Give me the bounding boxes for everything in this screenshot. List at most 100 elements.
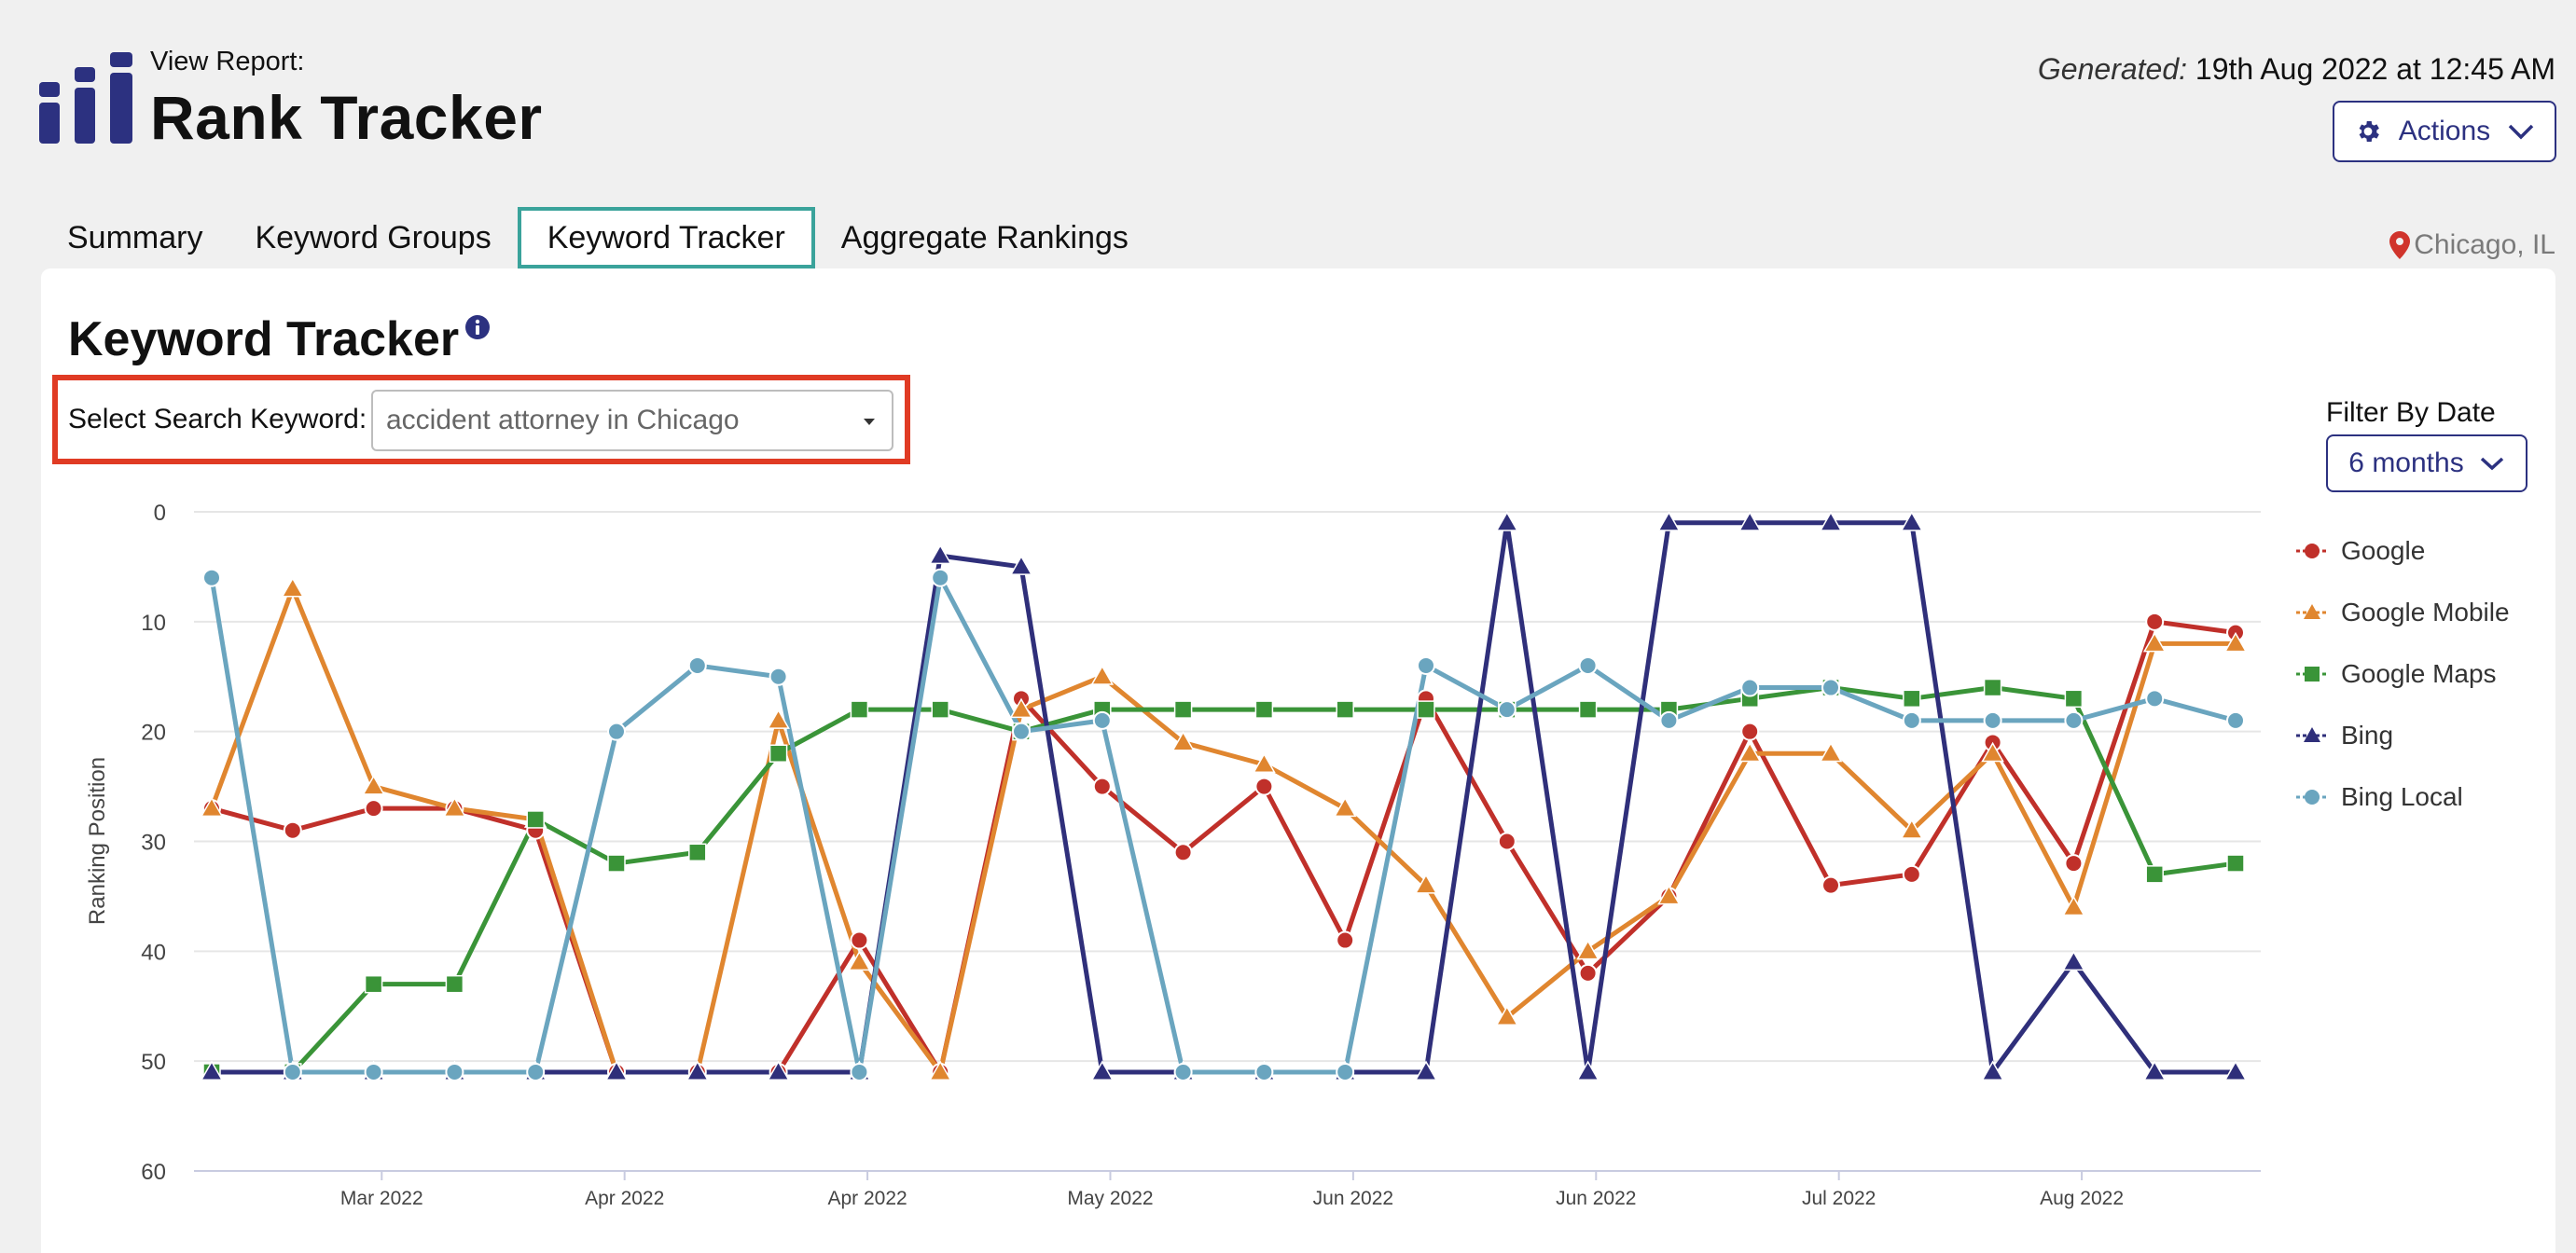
gear-icon (2359, 121, 2379, 142)
legend-item-google-maps[interactable]: Google Maps (2296, 643, 2510, 705)
caret-down-icon (864, 419, 875, 425)
legend-item-bing[interactable]: Bing (2296, 705, 2510, 766)
data-point-bing (767, 1060, 790, 1081)
data-point-google (1173, 843, 1193, 862)
filter-date-label: Filter By Date (2326, 397, 2496, 428)
data-point-google-mobile (281, 576, 305, 598)
data-point-google-maps (526, 810, 545, 829)
legend-swatch-google (2296, 544, 2328, 558)
tab-aggregate-rankings[interactable]: Aggregate Rankings (840, 219, 1129, 255)
data-point-google-mobile (1414, 874, 1438, 894)
data-point-bing-local (850, 1062, 869, 1081)
data-point-google (2064, 854, 2084, 874)
series-line-google-maps (212, 685, 2237, 1075)
chart-legend: Google Google Mobile Google Maps Bing Bing L… (2296, 520, 2510, 828)
data-point-bing (686, 1060, 710, 1081)
x-tick-label: Apr 2022 (827, 1188, 907, 1209)
data-point-bing (1900, 511, 1924, 531)
x-tick-label: May 2022 (1067, 1188, 1153, 1209)
data-point-bing-local (2226, 710, 2245, 730)
data-point-bing (1090, 1060, 1115, 1081)
data-point-google-mobile (1981, 741, 2004, 763)
data-point-google-maps (1173, 700, 1193, 719)
data-point-google-maps (2145, 865, 2164, 884)
legend-swatch-bing (2296, 727, 2328, 742)
actions-button[interactable]: Actions (2333, 101, 2556, 162)
data-point-bing-local (1173, 1062, 1193, 1081)
legend-item-bing-local[interactable]: Bing Local (2296, 766, 2510, 828)
keyword-highlight-box (52, 375, 910, 464)
legend-label: Bing Local (2341, 782, 2463, 811)
data-point-bing (2142, 1060, 2167, 1081)
data-point-bing-local (1983, 710, 2002, 730)
data-point-google-maps (769, 744, 788, 763)
chevron-down-icon (2480, 457, 2503, 471)
data-point-google-mobile (1657, 884, 1681, 905)
x-tick-label: Jun 2022 (1556, 1188, 1636, 1209)
data-point-google (850, 930, 869, 950)
series-line-google (211, 619, 2237, 1075)
legend-item-google-mobile[interactable]: Google Mobile (2296, 582, 2510, 643)
filter-date-select[interactable]: 6 months (2326, 434, 2528, 492)
data-point-google (1821, 875, 1840, 895)
x-tick-label: Mar 2022 (340, 1188, 423, 1209)
data-point-bing-local (1254, 1062, 1274, 1081)
report-subtitle: View Report: (150, 47, 305, 76)
data-point-bing (1576, 1060, 1600, 1081)
data-point-google-maps (2064, 689, 2084, 709)
tab-keyword-groups[interactable]: Keyword Groups (255, 219, 492, 255)
data-point-bing (1414, 1060, 1438, 1081)
data-point-google (1902, 864, 1921, 884)
tab-summary[interactable]: Summary (67, 219, 203, 255)
generated-value: 19th Aug 2022 at 12:45 AM (2195, 52, 2555, 86)
data-point-google (364, 799, 383, 819)
x-tick-label: Jun 2022 (1313, 1188, 1393, 1209)
data-point-google (1497, 832, 1517, 851)
legend-item-google[interactable]: Google (2296, 520, 2510, 582)
data-point-google-maps (1254, 700, 1274, 719)
data-point-google (2145, 612, 2165, 631)
data-point-bing-local (1012, 722, 1031, 741)
data-point-google-maps (850, 700, 869, 719)
x-tick-label: Aug 2022 (2040, 1188, 2124, 1209)
data-point-google-mobile (1171, 730, 1195, 751)
tab-keyword-tracker[interactable]: Keyword Tracker (517, 207, 815, 268)
data-point-google-mobile (928, 1060, 952, 1081)
chevron-down-icon (2508, 124, 2534, 140)
card-title: Keyword Tracker (68, 312, 460, 366)
rank-tracker-logo-icon (39, 52, 132, 144)
data-point-bing-local (202, 568, 221, 587)
y-tick-label: 40 (141, 940, 166, 965)
data-point-bing-local (607, 722, 626, 741)
info-icon[interactable] (464, 314, 491, 340)
data-point-bing-local (1497, 700, 1517, 720)
actions-label: Actions (2398, 116, 2491, 146)
data-point-bing-local (687, 655, 707, 675)
location-label: Chicago, IL (2414, 229, 2555, 260)
data-point-google-mobile (1090, 665, 1115, 685)
data-point-google-maps (2226, 854, 2245, 873)
generated-timestamp: Generated: 19th Aug 2022 at 12:45 AM (2038, 52, 2555, 87)
series-line-google-mobile (209, 585, 2236, 1075)
data-point-google-mobile (2062, 895, 2085, 916)
data-point-bing-local (364, 1062, 383, 1081)
data-point-google-mobile (1576, 939, 1600, 960)
data-point-bing-local (2064, 710, 2084, 730)
series-line-bing-local (209, 575, 2237, 1075)
data-point-bing (1738, 511, 1762, 531)
data-point-bing-local (445, 1062, 464, 1081)
data-point-google (1578, 963, 1598, 983)
y-tick-label: 20 (141, 721, 166, 746)
series-line-bing (212, 520, 2236, 1075)
legend-label: Bing (2341, 721, 2394, 750)
data-point-google-mobile (848, 950, 871, 971)
keyword-select[interactable]: accident attorney in Chicago (371, 390, 893, 451)
data-point-bing-local (1417, 655, 1435, 675)
report-tabs: Summary Keyword Groups Keyword Tracker A… (41, 207, 1155, 268)
legend-swatch-google-mobile (2296, 604, 2328, 619)
generated-label: Generated: (2037, 52, 2188, 86)
data-point-bing (2062, 950, 2085, 971)
y-tick-label: 0 (154, 501, 166, 526)
data-point-google (1336, 930, 1355, 950)
